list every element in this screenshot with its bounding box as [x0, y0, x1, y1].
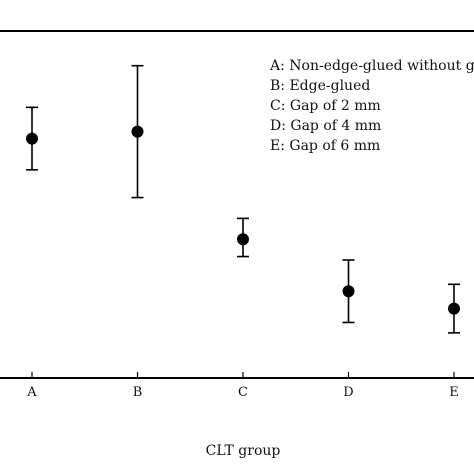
x-tick-label-d: D [343, 385, 353, 400]
legend-entry-e: E: Gap of 6 mm [270, 138, 380, 154]
x-tick-label-a: A [26, 385, 37, 400]
data-marks [26, 64, 460, 334]
data-point-a [26, 132, 38, 145]
legend-entry-a: A: Non-edge-glued without g [269, 58, 474, 74]
x-tick-label-b: B [133, 385, 143, 400]
x-tick-label-e: E [449, 385, 459, 400]
legend: A: Non-edge-glued without g B: Edge-glue… [269, 58, 474, 154]
x-tick-label-c: C [238, 385, 248, 400]
data-point-e [448, 302, 460, 315]
x-ticks: A B C D E [26, 372, 459, 400]
data-point-c [237, 233, 249, 246]
data-point-b [131, 125, 144, 138]
legend-entry-c: C: Gap of 2 mm [270, 98, 381, 114]
legend-entry-d: D: Gap of 4 mm [270, 118, 381, 134]
data-point-d [342, 285, 355, 298]
x-axis-label: CLT group [206, 443, 281, 459]
legend-entry-b: B: Edge-glued [270, 78, 370, 94]
